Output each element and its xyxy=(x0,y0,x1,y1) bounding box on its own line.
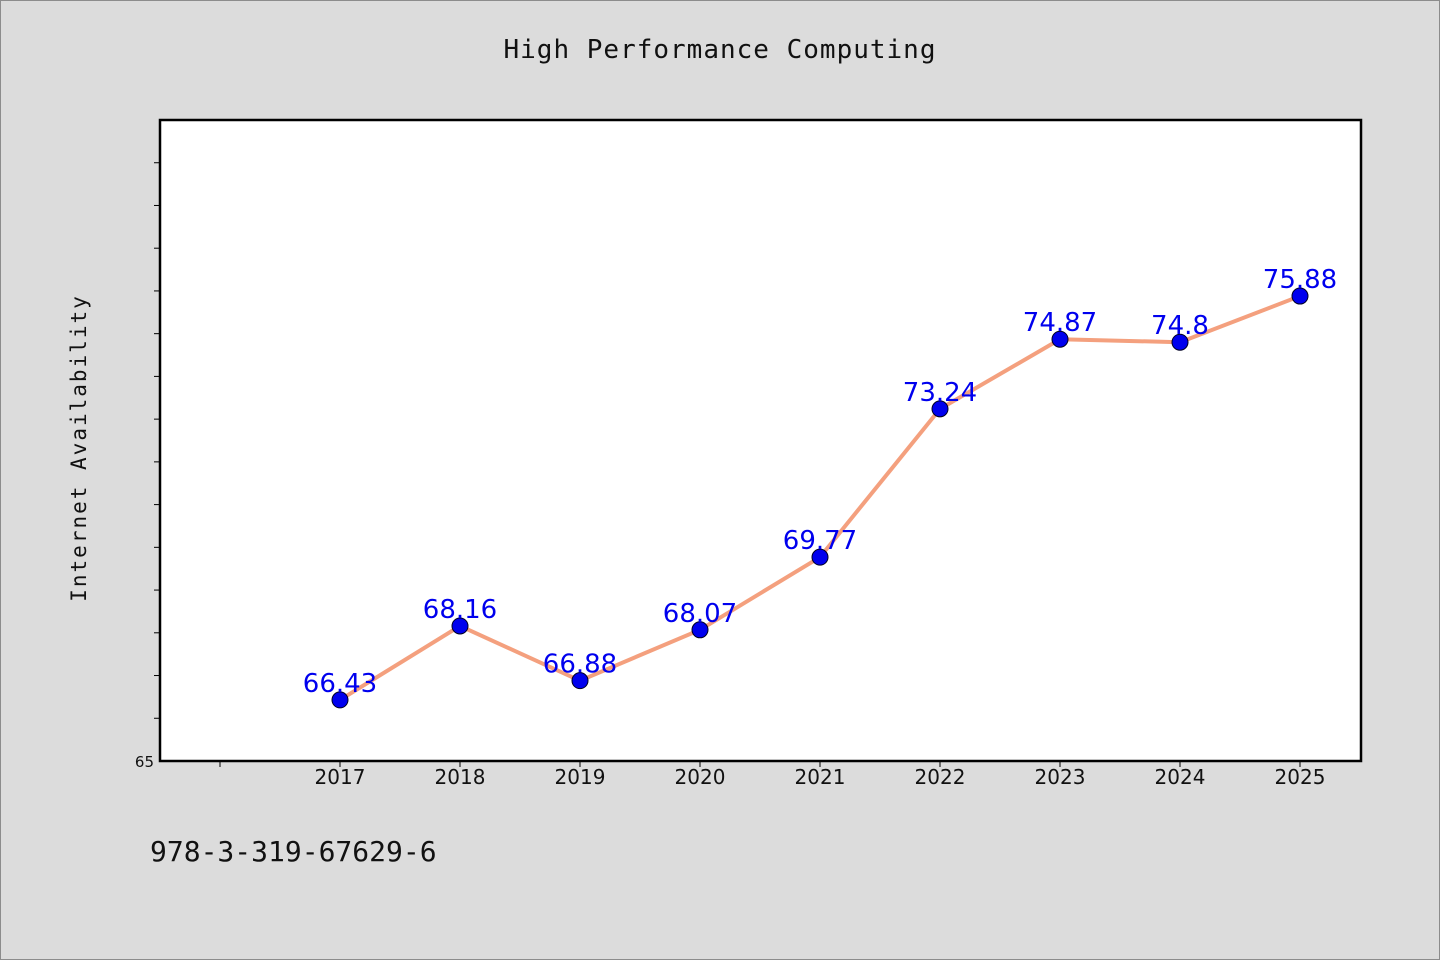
data-label: 68.16 xyxy=(423,595,497,625)
data-label: 69.77 xyxy=(783,526,857,556)
data-label: 73.24 xyxy=(903,378,977,408)
data-label: 68.07 xyxy=(663,599,737,629)
data-label: 66.88 xyxy=(543,650,617,680)
x-tick-label: 2021 xyxy=(795,765,846,789)
isbn-annotation: 978-3-319-67629-6 xyxy=(150,835,437,868)
x-tick-label: 2017 xyxy=(315,765,366,789)
x-tick-label: 2023 xyxy=(1035,765,1086,789)
x-tick-label: 2024 xyxy=(1155,765,1206,789)
x-tick-label: 2025 xyxy=(1275,765,1326,789)
data-point xyxy=(1171,333,1189,351)
data-point xyxy=(691,621,709,639)
data-label: 74.8 xyxy=(1151,311,1209,341)
data-label: 66.43 xyxy=(303,669,377,699)
x-tick-label: 2018 xyxy=(435,765,486,789)
y-tick-label: 65 xyxy=(135,753,154,771)
plot-area xyxy=(158,118,1363,763)
data-point xyxy=(931,400,949,418)
data-point xyxy=(811,548,829,566)
data-point xyxy=(331,691,349,709)
data-point xyxy=(571,672,589,690)
data-point xyxy=(1291,287,1309,305)
x-tick-label: 2019 xyxy=(555,765,606,789)
x-tick-label: 2022 xyxy=(915,765,966,789)
data-point xyxy=(1051,330,1069,348)
x-tick-label: 2020 xyxy=(675,765,726,789)
chart-title: High Performance Computing xyxy=(503,35,937,65)
data-label: 74.87 xyxy=(1023,308,1097,338)
data-label: 75.88 xyxy=(1263,265,1337,295)
data-point xyxy=(451,617,469,635)
